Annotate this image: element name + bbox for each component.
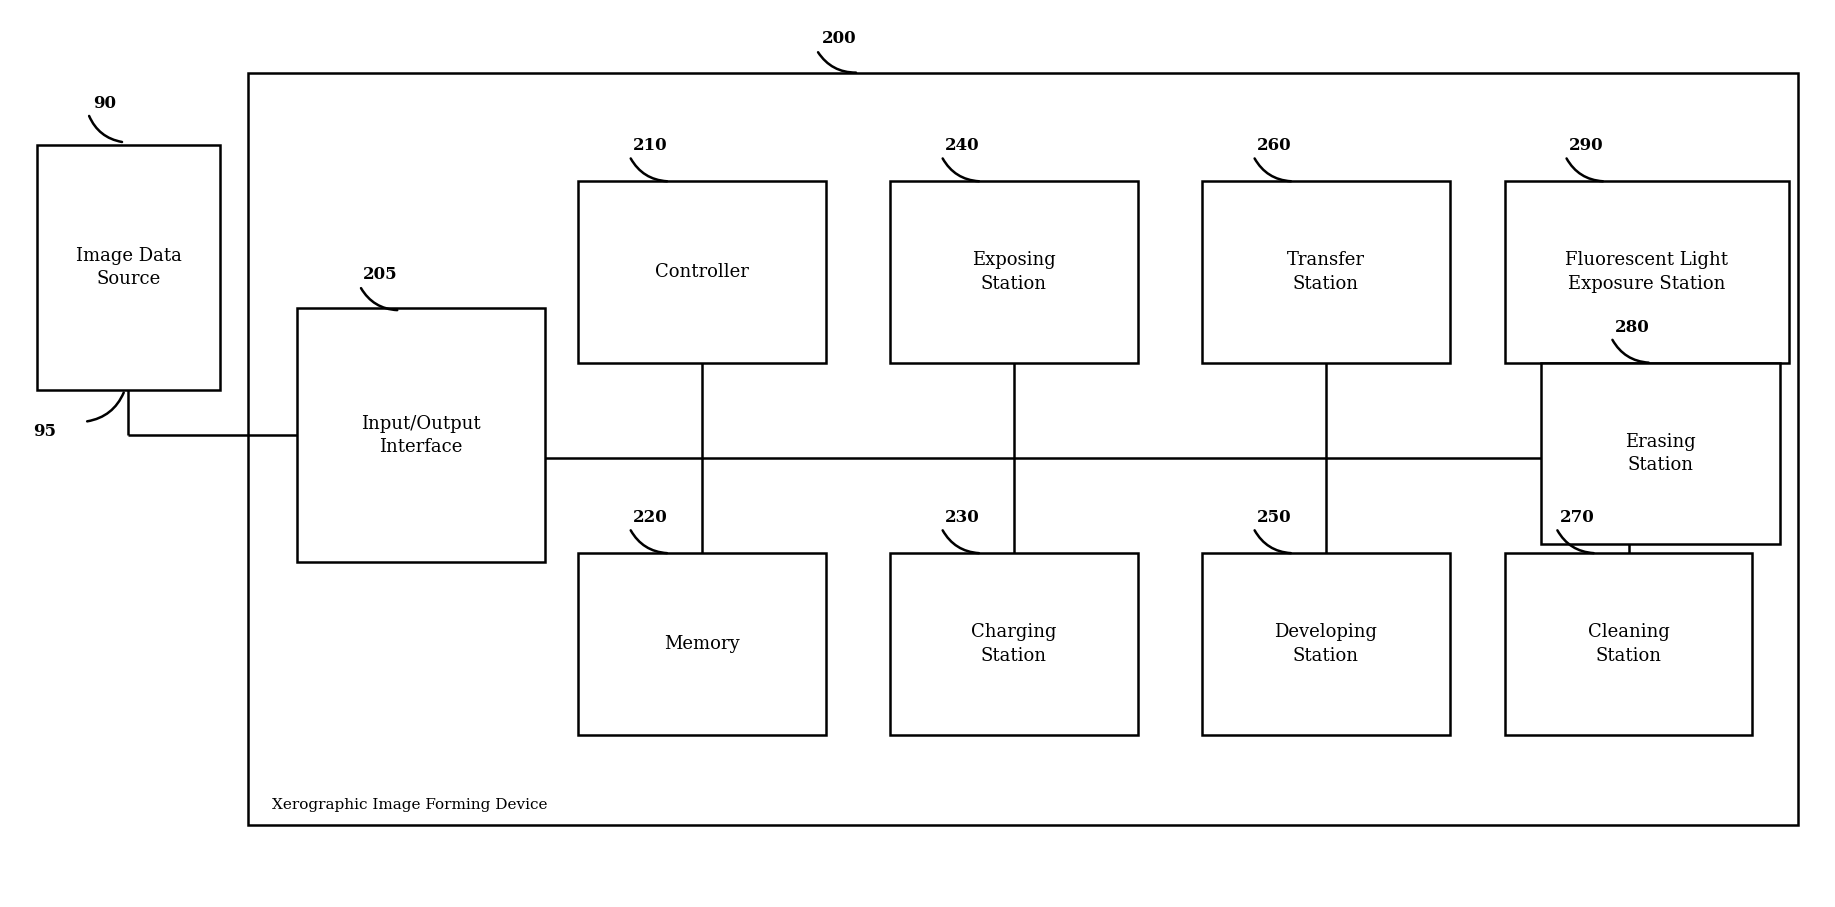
Text: Cleaning
Station: Cleaning Station xyxy=(1587,623,1670,665)
Text: 95: 95 xyxy=(33,423,57,440)
Text: 270: 270 xyxy=(1560,509,1595,526)
Bar xyxy=(1541,363,1780,544)
Bar xyxy=(890,181,1138,363)
Text: Erasing
Station: Erasing Station xyxy=(1626,433,1696,474)
Bar xyxy=(890,553,1138,735)
Bar xyxy=(578,181,826,363)
Bar xyxy=(1202,553,1450,735)
Text: 210: 210 xyxy=(633,137,668,154)
Text: Charging
Station: Charging Station xyxy=(971,623,1057,665)
Text: Fluorescent Light
Exposure Station: Fluorescent Light Exposure Station xyxy=(1565,251,1729,293)
Text: 230: 230 xyxy=(945,509,980,526)
Bar xyxy=(37,145,220,390)
Text: Input/Output
Interface: Input/Output Interface xyxy=(361,414,481,456)
Text: 240: 240 xyxy=(945,137,980,154)
Text: 250: 250 xyxy=(1257,509,1292,526)
Text: 260: 260 xyxy=(1257,137,1292,154)
Text: Xerographic Image Forming Device: Xerographic Image Forming Device xyxy=(272,798,547,812)
Bar xyxy=(578,553,826,735)
Bar xyxy=(248,73,1798,825)
Text: 280: 280 xyxy=(1615,318,1650,336)
Text: Exposing
Station: Exposing Station xyxy=(973,251,1055,293)
Text: 220: 220 xyxy=(633,509,668,526)
Text: Transfer
Station: Transfer Station xyxy=(1286,251,1365,293)
Bar xyxy=(1202,181,1450,363)
Text: Developing
Station: Developing Station xyxy=(1273,623,1378,665)
Text: 90: 90 xyxy=(94,94,117,112)
Text: Memory: Memory xyxy=(664,635,740,653)
Bar xyxy=(1505,553,1752,735)
Text: 200: 200 xyxy=(822,30,857,47)
Text: 290: 290 xyxy=(1569,137,1604,154)
Text: Controller: Controller xyxy=(655,263,749,281)
Bar xyxy=(1505,181,1789,363)
Text: Image Data
Source: Image Data Source xyxy=(75,247,182,288)
Bar xyxy=(297,308,545,562)
Text: 205: 205 xyxy=(363,266,398,283)
